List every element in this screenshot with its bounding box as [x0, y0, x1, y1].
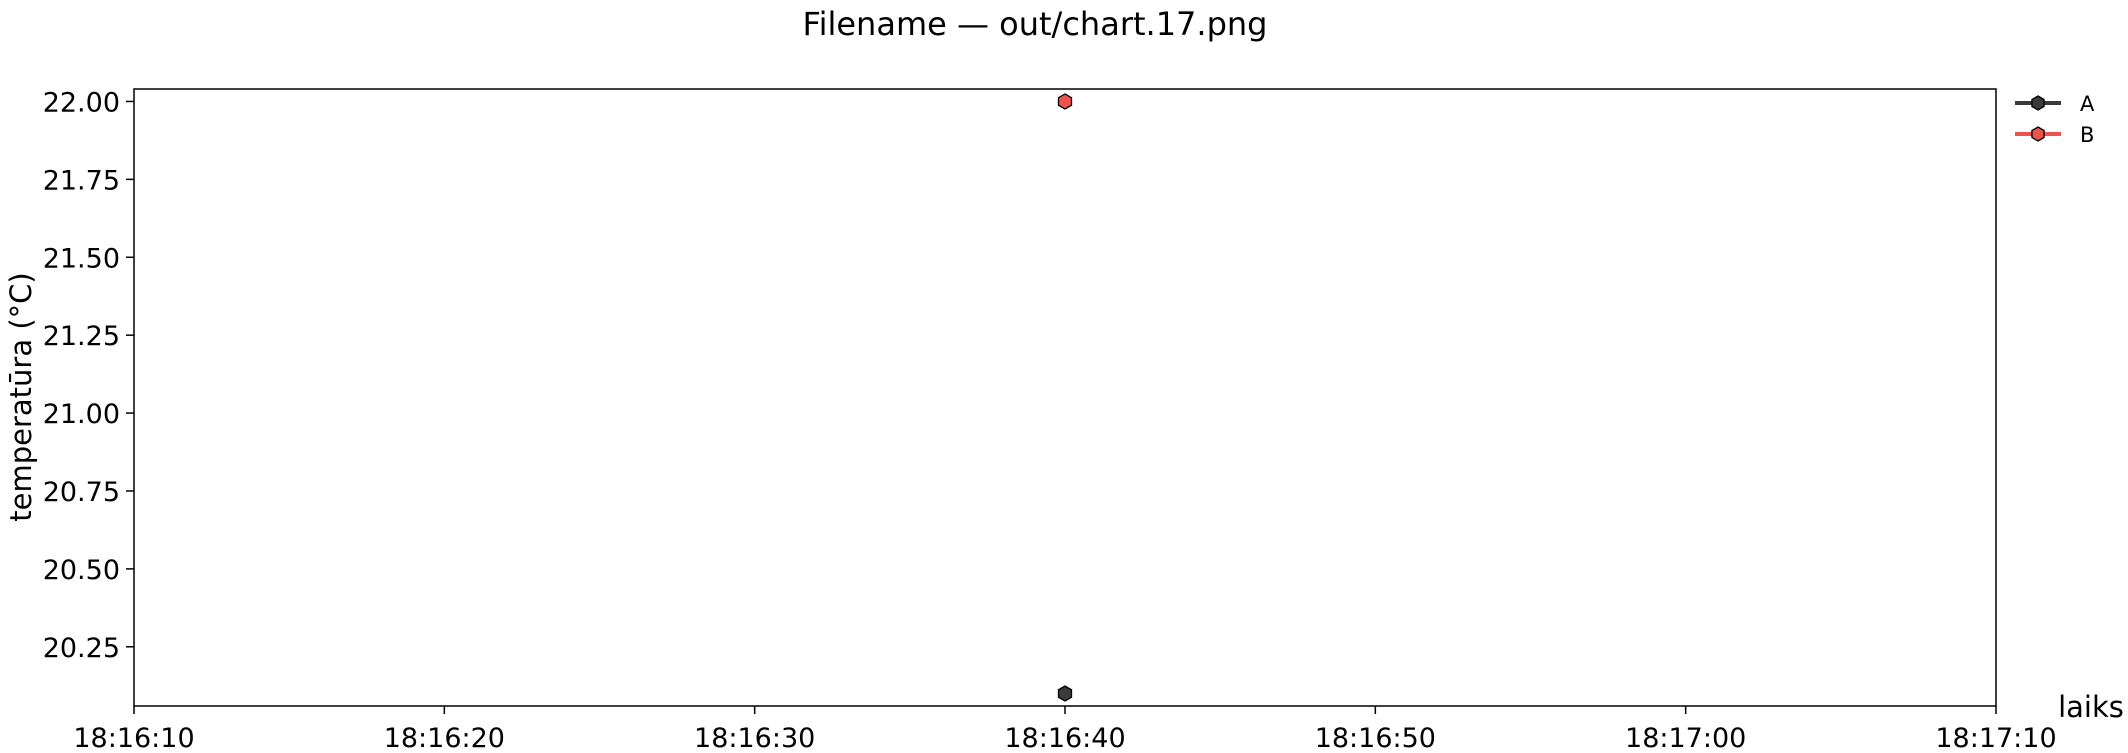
- plot-area: [133, 88, 1997, 707]
- x-tick-label: 18:17:10: [1935, 723, 2056, 753]
- x-axis-label: laiks: [2058, 690, 2124, 724]
- y-tick-label: 21.50: [43, 243, 120, 274]
- x-tick-label: 18:16:30: [694, 723, 815, 753]
- legend: AB: [2015, 92, 2095, 147]
- x-tick-label: 18:16:10: [73, 723, 194, 753]
- y-axis: 20.25 20.50 20.75 21.00 21.25 21.50 21.75 22.00: [43, 87, 134, 664]
- legend-item-a: A: [2015, 92, 2095, 116]
- data-point: [1057, 93, 1073, 110]
- series-a: [1057, 685, 1073, 702]
- series-b: [1057, 93, 1073, 110]
- x-tick-label: 18:16:50: [1315, 723, 1436, 753]
- legend-item-b: B: [2015, 123, 2094, 147]
- legend-marker: [2031, 95, 2045, 111]
- legend-label: B: [2080, 123, 2094, 147]
- x-tick-label: 18:16:40: [1004, 723, 1125, 753]
- y-tick-label: 21.25: [43, 321, 120, 352]
- y-tick-label: 22.00: [43, 87, 120, 118]
- legend-label: A: [2080, 92, 2095, 116]
- legend-marker: [2031, 126, 2045, 142]
- y-tick-label: 20.50: [43, 555, 120, 586]
- chart-title: Filename — out/chart.17.png: [803, 5, 1268, 43]
- series-layer: [1057, 93, 1073, 702]
- x-axis: 18:16:10 18:16:20 18:16:30 18:16:40 18:16:50…: [73, 706, 2057, 753]
- y-tick-label: 20.25: [43, 633, 120, 664]
- y-tick-label: 21.00: [43, 399, 120, 430]
- y-tick-label: 20.75: [43, 477, 120, 508]
- x-tick-label: 18:17:00: [1625, 723, 1746, 753]
- x-tick-label: 18:16:20: [384, 723, 505, 753]
- data-point: [1057, 685, 1073, 702]
- y-axis-label: temperatūra (°C): [4, 272, 38, 521]
- y-tick-label: 21.75: [43, 165, 120, 196]
